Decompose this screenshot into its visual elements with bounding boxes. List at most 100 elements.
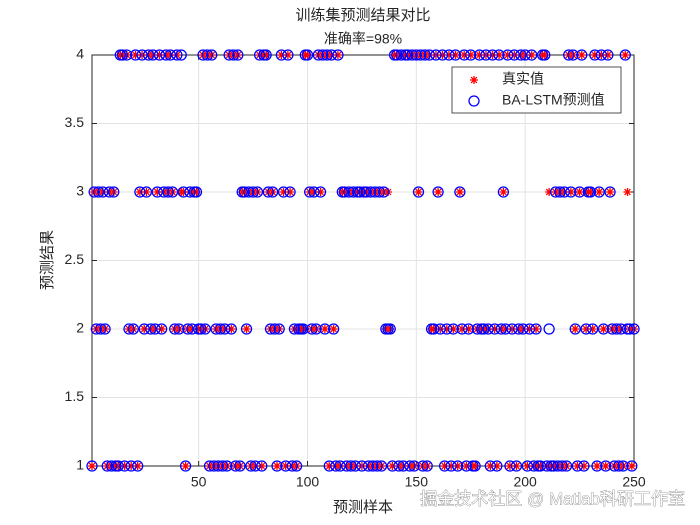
circle-marker <box>412 186 425 198</box>
circle-marker <box>330 460 342 472</box>
circle-marker <box>334 460 346 472</box>
circle-marker <box>578 460 590 472</box>
circle-marker <box>123 323 135 335</box>
circle-marker <box>432 186 444 198</box>
circle-marker <box>129 49 142 61</box>
circle-marker <box>147 49 159 61</box>
chart-title: 训练集预测结果对比 <box>295 6 430 24</box>
x-tick-label: 50 <box>191 474 207 490</box>
circle-marker <box>447 323 459 335</box>
circle-marker <box>277 186 290 198</box>
circle-marker <box>232 49 244 61</box>
circle-marker <box>216 460 229 472</box>
x-tick-label: 250 <box>622 474 646 490</box>
star-marker <box>153 188 162 196</box>
star-marker <box>453 462 462 470</box>
circle-marker <box>543 323 555 335</box>
circle-marker <box>360 186 372 198</box>
watermark: 掘金技术社区 @ Matlab科研工作室 <box>420 489 685 508</box>
circle-marker <box>121 49 133 61</box>
circle-marker <box>384 323 396 335</box>
circle-marker <box>610 323 623 335</box>
circle-marker <box>275 49 288 61</box>
circle-marker <box>417 460 429 472</box>
circle-marker <box>362 460 375 472</box>
circle-marker <box>182 323 194 335</box>
circle-marker <box>310 323 322 335</box>
circle-marker <box>423 49 436 61</box>
circle-marker <box>223 49 235 61</box>
circle-marker <box>271 460 283 472</box>
circle-marker <box>325 49 338 61</box>
circle-marker <box>273 323 285 335</box>
circle-marker <box>240 323 253 335</box>
circle-marker <box>430 49 442 61</box>
x-tick-label: 200 <box>513 474 537 490</box>
star-marker <box>127 462 136 470</box>
circle-marker <box>269 323 281 335</box>
circle-marker <box>230 460 242 472</box>
circle-marker <box>445 460 457 472</box>
star-marker <box>138 51 147 59</box>
circle-marker <box>190 186 203 198</box>
star-marker <box>434 188 443 196</box>
star-marker <box>281 462 290 470</box>
circle-marker <box>95 323 107 335</box>
circle-marker <box>521 460 533 472</box>
circle-marker <box>565 186 577 198</box>
y-tick-label: 1 <box>76 457 84 473</box>
circle-marker <box>184 186 196 198</box>
circle-marker <box>158 186 170 198</box>
circle-marker <box>573 186 586 198</box>
circle-marker <box>169 323 181 335</box>
circle-marker <box>406 49 418 61</box>
circle-marker <box>166 186 179 198</box>
circle-marker <box>142 49 155 61</box>
circle-marker <box>456 323 468 335</box>
circle-marker <box>286 460 298 472</box>
star-marker <box>466 51 475 59</box>
y-tick-label: 3 <box>76 183 84 199</box>
circle-marker <box>341 460 353 472</box>
circle-marker <box>534 460 547 472</box>
circle-marker <box>510 460 523 472</box>
star-marker <box>603 51 612 59</box>
star-marker <box>582 325 591 333</box>
circle-marker <box>454 186 466 198</box>
circle-marker <box>428 323 440 335</box>
x-tick-label: 150 <box>405 474 429 490</box>
circle-marker <box>356 460 368 472</box>
circle-marker <box>602 49 614 61</box>
circle-marker <box>327 323 340 335</box>
circle-marker <box>471 323 483 335</box>
circle-marker <box>234 460 246 472</box>
circle-marker <box>267 186 279 198</box>
star-marker <box>495 51 504 59</box>
circle-marker <box>434 323 446 335</box>
circle-marker <box>349 460 362 472</box>
star-marker <box>357 462 366 470</box>
circle-marker <box>576 49 588 61</box>
circle-marker <box>116 49 129 61</box>
circle-marker <box>393 460 405 472</box>
circle-marker <box>245 460 257 472</box>
star-marker <box>621 51 630 59</box>
star-marker <box>623 188 632 196</box>
circle-marker <box>460 460 473 472</box>
circle-marker <box>105 460 118 472</box>
circle-marker <box>449 49 462 61</box>
circle-marker <box>284 186 296 198</box>
circle-marker <box>99 323 111 335</box>
star-marker <box>532 325 541 333</box>
circle-marker <box>371 460 383 472</box>
circle-marker <box>125 460 137 472</box>
circle-marker <box>138 323 150 335</box>
circle-marker <box>306 323 318 335</box>
circle-marker <box>512 323 525 335</box>
circle-marker <box>256 460 268 472</box>
star-marker <box>523 462 532 470</box>
star-marker <box>436 325 445 333</box>
circle-marker <box>378 186 390 198</box>
circle-marker <box>395 49 407 61</box>
circle-marker <box>86 460 98 472</box>
